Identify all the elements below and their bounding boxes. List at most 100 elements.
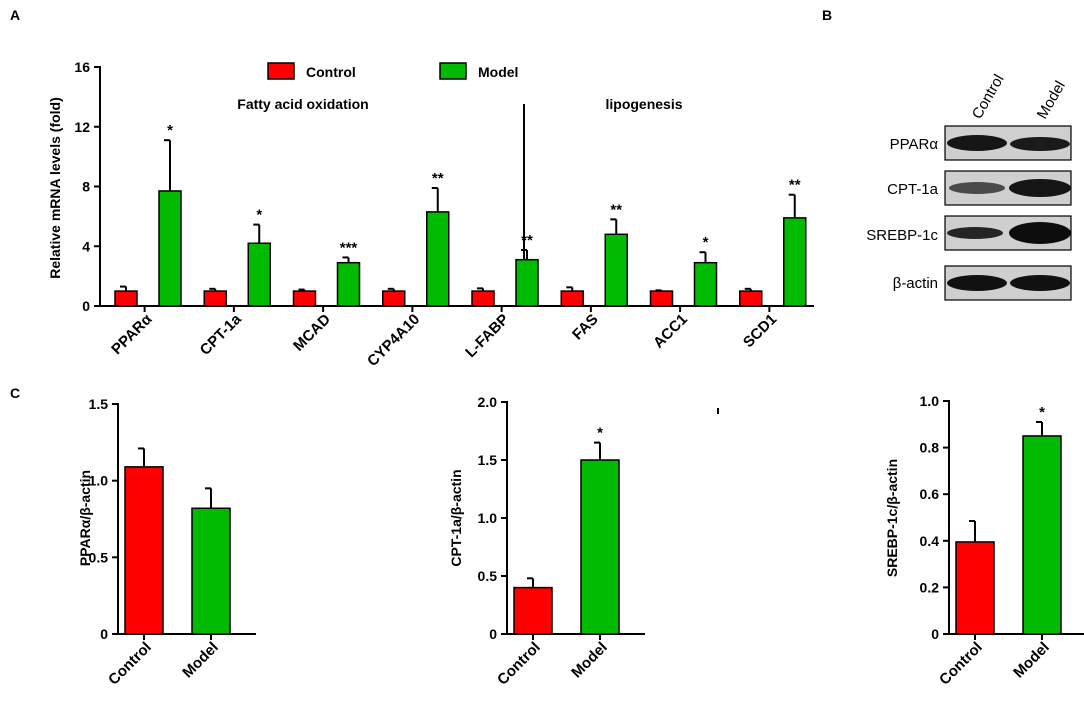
panel-c3-category-label: Model	[1010, 639, 1053, 682]
panel-c2-ytick-label: 2.0	[478, 394, 498, 410]
panel-label-c: C	[10, 385, 20, 401]
panel-c2-ytick-label: 0	[489, 626, 497, 642]
panel-c1-ytick-label: 0.5	[89, 549, 109, 565]
blot-band-beta-actin-control	[947, 275, 1007, 291]
panel-c2-bar-control	[513, 586, 553, 635]
panel-c3-ytick-label: 0.4	[920, 533, 940, 549]
legend-swatch-control	[267, 62, 295, 80]
panel-a-significance: *	[256, 207, 262, 224]
blot-column-control: Control	[969, 72, 1008, 122]
bar-control-0	[114, 290, 138, 307]
panel-c-ppara-chart: PPARα/β-actin 0 0.5 1.0 1.5 Control Model	[77, 396, 256, 689]
panel-c1-ylabel: PPARα/β-actin	[77, 470, 93, 566]
panel-a-category-label: CPT-1a	[197, 310, 245, 358]
bar-model-3	[426, 211, 450, 307]
panel-c3-bar-model	[1022, 435, 1062, 635]
blot-row-label-srebp1c: SREBP-1c	[866, 227, 938, 244]
panel-a-chart: Relative mRNA levels (fold) Control Mode…	[47, 59, 814, 370]
bar-control-3	[382, 290, 406, 307]
panel-a-ytick-label: 16	[74, 59, 90, 75]
panel-a-category-label: L-FABP	[462, 311, 512, 361]
panel-c3-bar-control	[955, 541, 995, 635]
bar-control-1	[203, 290, 227, 307]
panel-a-significance: **	[432, 170, 444, 187]
panel-a-category-label: MCAD	[290, 311, 334, 355]
blot-row-label-beta-actin: β-actin	[893, 275, 938, 292]
panel-c-cpt1a-chart: CPT-1a/β-actin 0 0.5 1.0 1.5 2.0 Control * Mode…	[448, 394, 645, 689]
bar-model-5	[604, 233, 628, 307]
panel-c1-bar-control	[124, 466, 164, 635]
panel-c-srebp1c-chart: SREBP-1c/β-actin 0 0.2 0.4 0.6 0.8 1.0 Control…	[884, 393, 1084, 689]
panel-c2-ytick-label: 1.0	[478, 510, 498, 526]
panel-c3-ytick-label: 0.2	[920, 579, 940, 595]
panel-c2-ylabel: CPT-1a/β-actin	[448, 469, 464, 566]
bar-model-4	[515, 258, 539, 307]
panel-c3-ytick-label: 0.8	[920, 440, 940, 456]
bar-model-2	[336, 261, 361, 307]
panel-c3-ytick-label: 1.0	[920, 393, 940, 409]
panel-b-western-blot: Control Model PPARα CPT-1a SREBP-1c β-ac…	[866, 72, 1072, 301]
panel-c1-bar-model	[191, 507, 231, 635]
bar-control-6	[649, 290, 674, 307]
bar-model-6	[693, 261, 718, 307]
panel-label-b: B	[822, 7, 832, 23]
panel-c3-ylabel: SREBP-1c/β-actin	[884, 459, 900, 577]
legend-label-model: Model	[478, 64, 518, 80]
panel-c2-ytick-label: 1.5	[478, 452, 498, 468]
blot-band-srebp1c-control	[947, 227, 1003, 239]
blot-band-ppara-control	[947, 135, 1007, 151]
panel-c1-ytick-label: 0	[100, 626, 108, 642]
legend-label-control: Control	[306, 64, 356, 80]
panel-c3-ytick-label: 0	[931, 626, 939, 642]
panel-label-a: A	[10, 7, 20, 23]
bar-model-1	[247, 242, 271, 307]
blot-row-label-cpt1a: CPT-1a	[887, 181, 939, 198]
panel-a-significance: **	[521, 232, 533, 249]
panel-c3-significance: *	[1039, 404, 1045, 421]
blot-band-beta-actin-model	[1010, 275, 1070, 291]
panel-a-ytick-label: 12	[74, 119, 90, 135]
panel-a-category-label: FAS	[569, 311, 602, 344]
bar-model-0	[158, 190, 182, 307]
panel-c1-category-label: Control	[105, 639, 155, 689]
panel-c2-bar-model	[580, 459, 620, 635]
bar-control-2	[292, 290, 317, 307]
blot-band-cpt1a-model	[1009, 179, 1071, 197]
section-label-lipogenesis: lipogenesis	[605, 96, 682, 112]
bar-control-7	[739, 290, 763, 307]
blot-band-srebp1c-model	[1009, 222, 1071, 244]
panel-a-ytick-label: 0	[82, 298, 90, 314]
blot-row-label-ppara: PPARα	[890, 136, 939, 153]
blot-band-ppara-model	[1010, 137, 1070, 151]
panel-c1-ytick-label: 1.5	[89, 396, 109, 412]
panel-a-category-label: PPARα	[108, 310, 156, 358]
panel-c2-significance: *	[597, 425, 603, 442]
panel-a-category-label: ACC1	[650, 311, 691, 352]
panel-a-significance: *	[703, 234, 709, 251]
bar-control-5	[560, 290, 584, 307]
panel-c1-ytick-label: 1.0	[89, 473, 109, 489]
panel-a-ytick-label: 4	[82, 238, 90, 254]
bar-control-4	[471, 290, 495, 307]
panel-a-category-label: CYP4A10	[364, 311, 423, 370]
legend-swatch-model	[439, 62, 467, 80]
panel-a-significance: ***	[340, 239, 358, 256]
panel-c3-ytick-label: 0.6	[920, 486, 940, 502]
panel-a-significance: **	[789, 177, 801, 194]
stray-mark	[717, 408, 719, 414]
panel-a-ytick-label: 8	[82, 179, 90, 195]
panel-c2-ytick-label: 0.5	[478, 568, 498, 584]
panel-c2-category-label: Control	[494, 639, 544, 689]
panel-c1-category-label: Model	[179, 639, 222, 682]
panel-c2-category-label: Model	[568, 639, 611, 682]
panel-a-significance: *	[167, 122, 173, 139]
panel-c3-category-label: Control	[936, 639, 986, 689]
bar-model-7	[783, 217, 807, 307]
panel-a-ylabel: Relative mRNA levels (fold)	[47, 97, 63, 279]
panel-a-significance: **	[610, 201, 622, 218]
panel-a-category-label: SCD1	[740, 311, 780, 351]
blot-band-cpt1a-control	[949, 182, 1005, 194]
blot-column-model: Model	[1034, 78, 1069, 122]
section-label-fatty-acid-oxidation: Fatty acid oxidation	[237, 96, 368, 112]
